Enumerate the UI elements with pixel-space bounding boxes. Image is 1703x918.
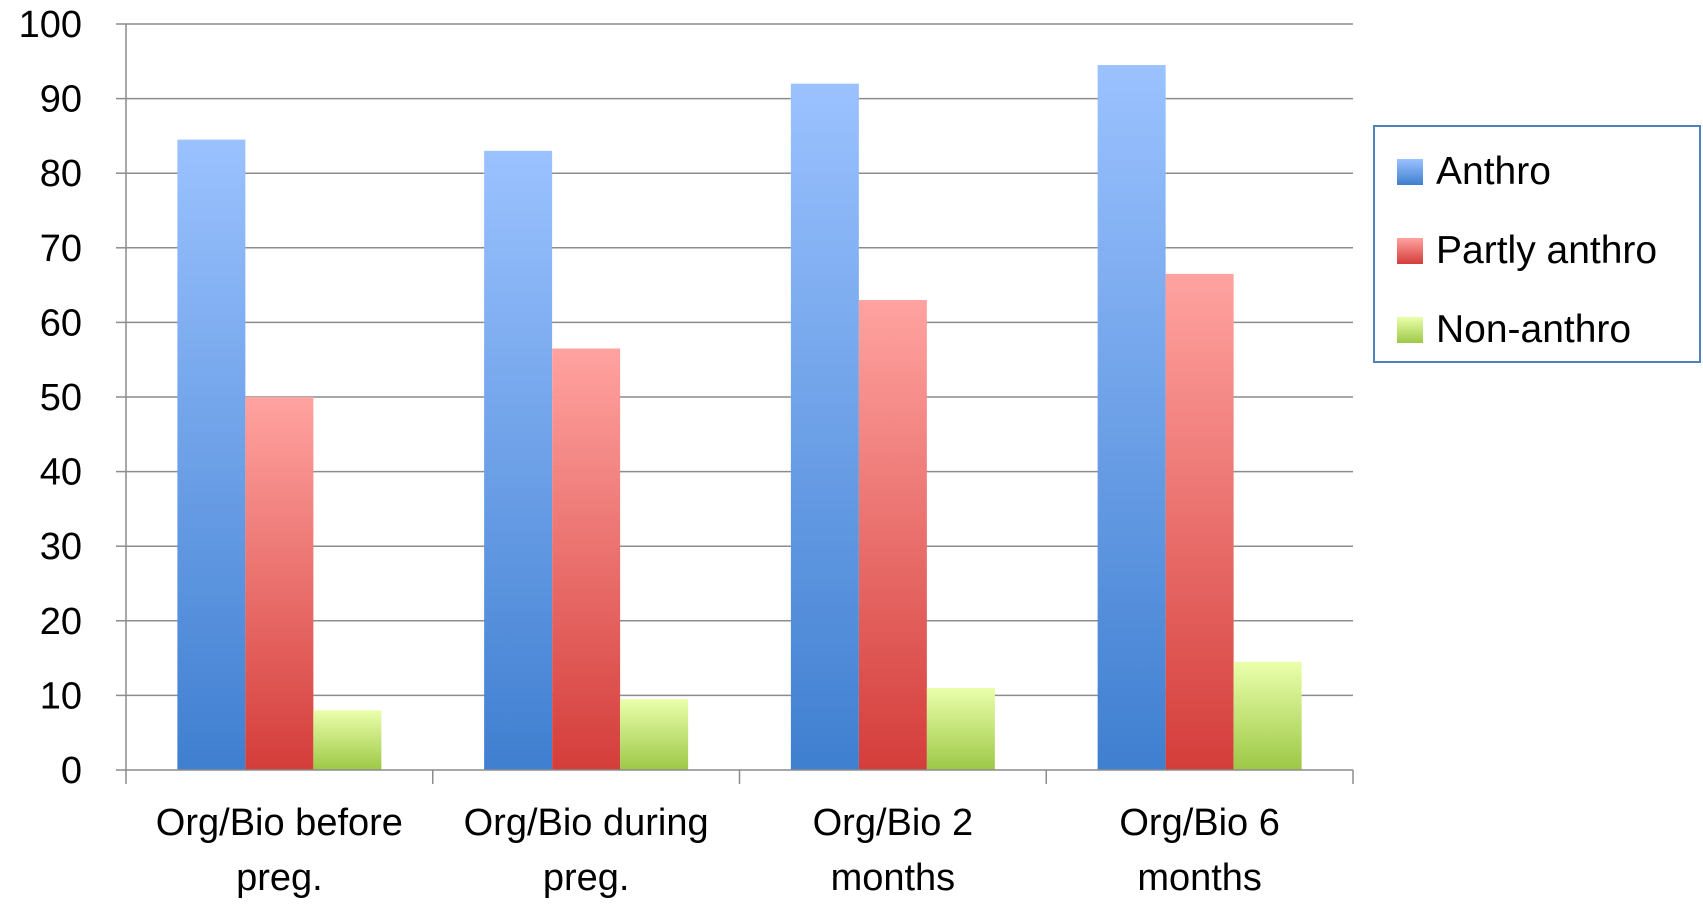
bar-partly-anthro-4 bbox=[1165, 273, 1234, 770]
bar-anthro-4 bbox=[1097, 65, 1166, 770]
y-tick-labels: 0 10 20 30 40 50 60 70 80 90 100 bbox=[19, 4, 82, 792]
y-tick-label: 60 bbox=[40, 302, 82, 344]
bar-partly-anthro-2 bbox=[552, 348, 621, 770]
bar-non-anthro-3 bbox=[926, 687, 995, 770]
legend-label-non-anthro: Non-anthro bbox=[1436, 308, 1632, 351]
legend-swatch-non-anthro bbox=[1397, 317, 1423, 343]
legend-item-anthro: Anthro bbox=[1397, 147, 1551, 197]
bar-partly-anthro-1 bbox=[245, 397, 314, 770]
y-tick-label: 20 bbox=[40, 601, 82, 643]
bar-anthro-1 bbox=[177, 139, 246, 770]
bar-non-anthro-2 bbox=[620, 699, 689, 770]
legend: Anthro Partly anthro Non-anthro bbox=[1373, 125, 1701, 363]
legend-swatch-anthro bbox=[1397, 159, 1423, 185]
bar-non-anthro-4 bbox=[1233, 661, 1302, 770]
x-tick-label: Org/Bio before preg. bbox=[156, 802, 403, 899]
y-tick-label: 80 bbox=[40, 153, 82, 195]
bars bbox=[177, 65, 1302, 771]
legend-label-anthro: Anthro bbox=[1436, 150, 1551, 193]
x-tick-label: Org/Bio 2 months bbox=[813, 802, 974, 899]
y-tick-label: 100 bbox=[19, 4, 82, 46]
bar-non-anthro-1 bbox=[313, 710, 382, 770]
y-tick-label: 30 bbox=[40, 526, 82, 568]
legend-item-non-anthro: Non-anthro bbox=[1397, 305, 1631, 355]
y-tick-label: 50 bbox=[40, 377, 82, 419]
gridlines bbox=[126, 23, 1353, 697]
x-tick-label: Org/Bio during preg. bbox=[464, 802, 709, 899]
x-tick-label: Org/Bio 6 months bbox=[1119, 802, 1280, 899]
bar-partly-anthro-3 bbox=[858, 300, 927, 770]
x-tick-labels: Org/Bio before preg. Org/Bio during preg. Or… bbox=[156, 802, 1280, 899]
bar-anthro-2 bbox=[484, 150, 553, 770]
legend-item-partly-anthro: Partly anthro bbox=[1397, 226, 1657, 276]
y-tick-label: 40 bbox=[40, 452, 82, 494]
y-tick-label: 0 bbox=[61, 750, 82, 792]
y-tick-label: 70 bbox=[40, 228, 82, 270]
bar-anthro-3 bbox=[790, 83, 859, 771]
legend-label-partly-anthro: Partly anthro bbox=[1436, 229, 1658, 272]
axes bbox=[116, 23, 1354, 784]
y-tick-label: 10 bbox=[40, 675, 82, 717]
y-tick-label: 90 bbox=[40, 79, 82, 121]
legend-swatch-partly-anthro bbox=[1397, 238, 1423, 264]
